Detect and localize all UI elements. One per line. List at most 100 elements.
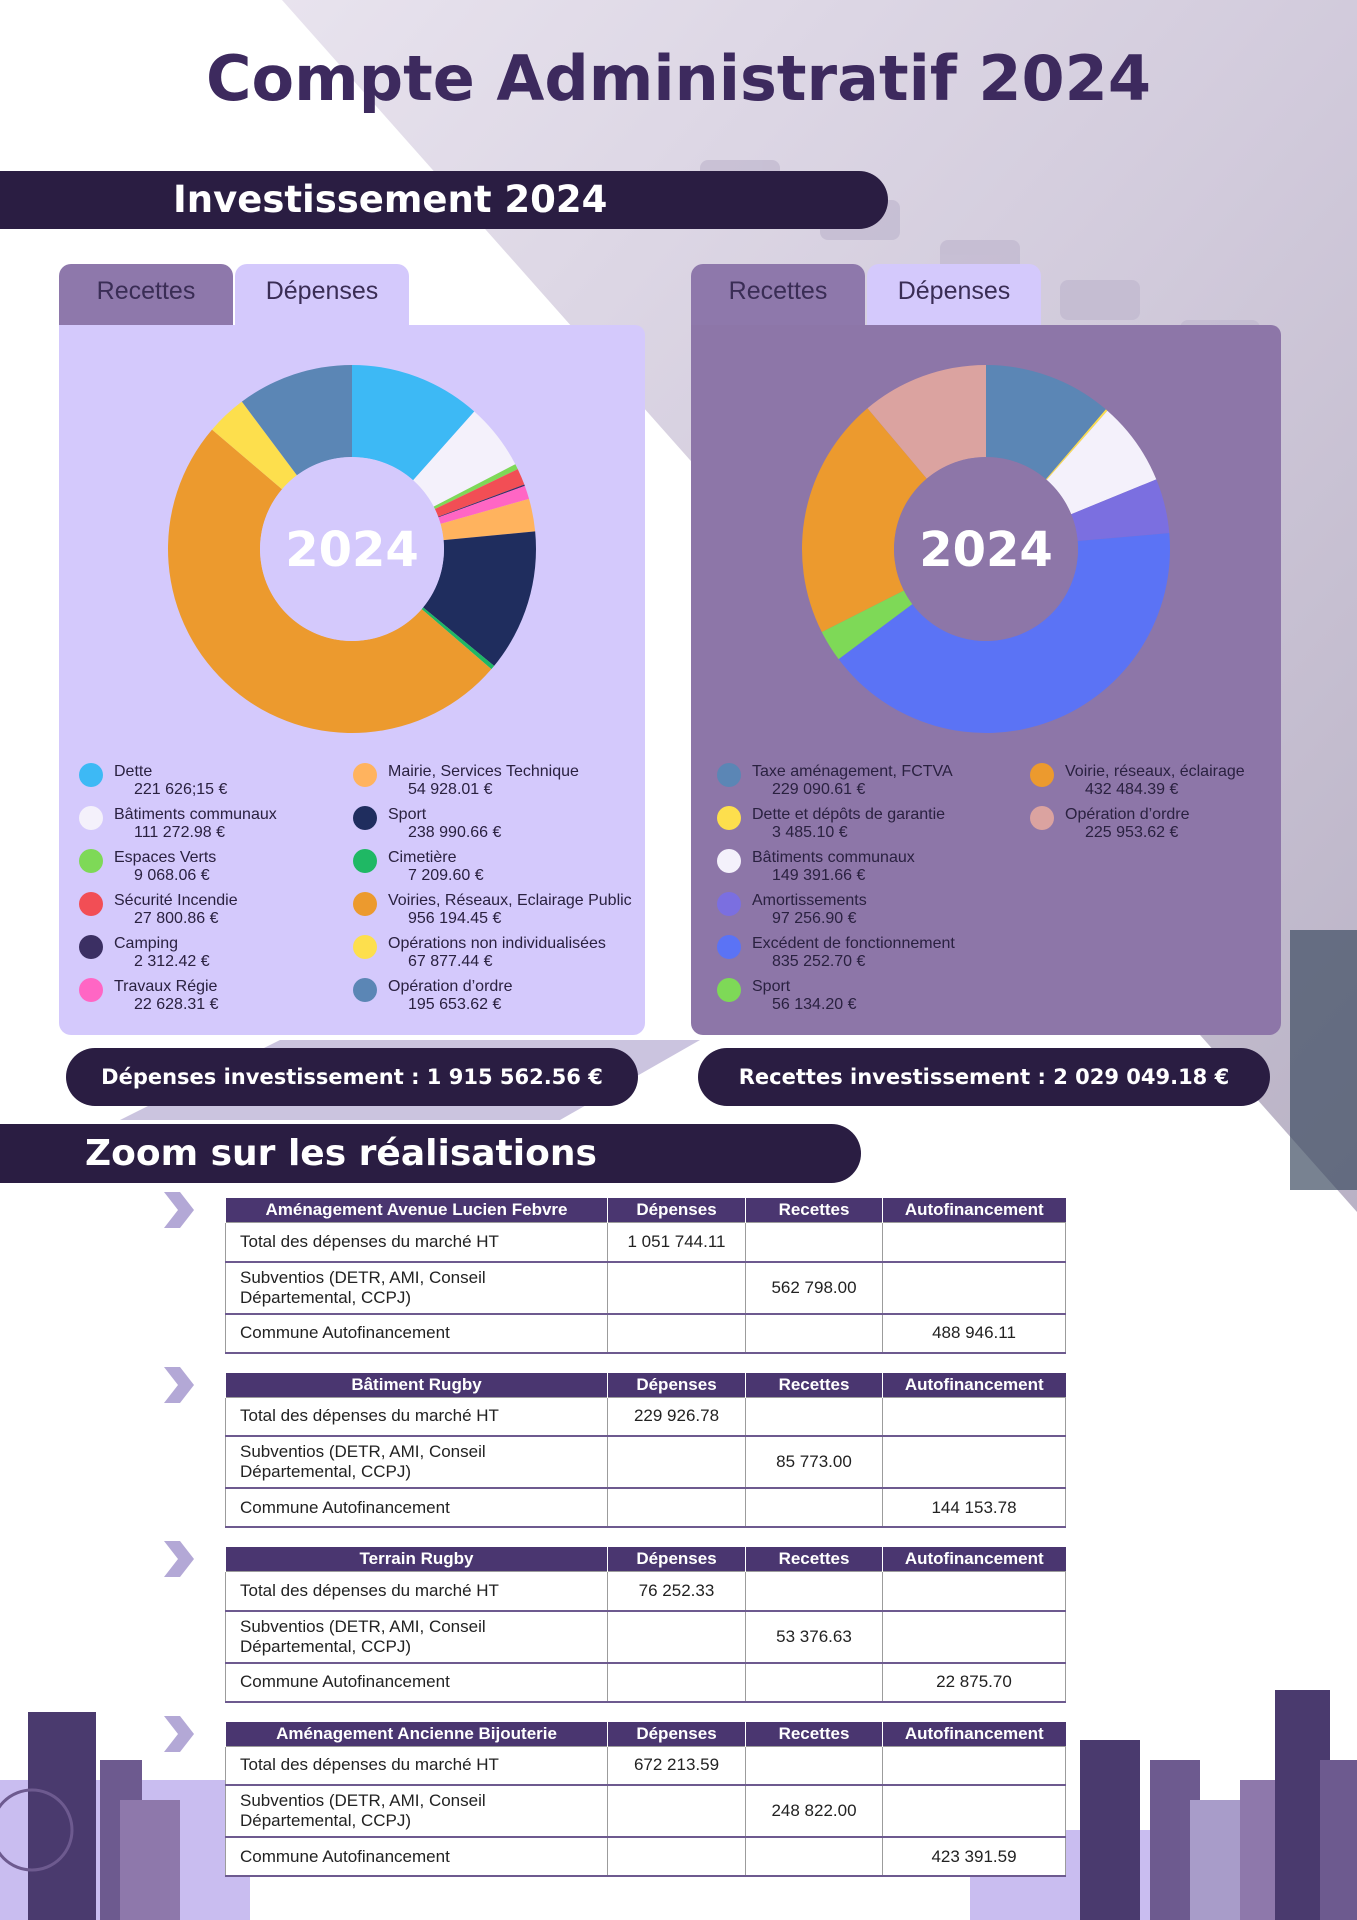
legend-value: 3 485.10 € [772, 824, 848, 841]
legend-dot [353, 978, 377, 1002]
table-cell [607, 1261, 746, 1315]
tab[interactable]: Dépenses [867, 264, 1041, 330]
donut-slice [986, 365, 1106, 480]
donut-slice [438, 484, 525, 518]
table-cell [607, 1487, 746, 1528]
donut-chart: 2024 [802, 365, 1170, 733]
donut-slice [413, 411, 516, 507]
legend-value: 7 209.60 € [408, 867, 484, 884]
legend-value: 229 090.61 € [772, 781, 866, 798]
table-row: Subventios (DETR, AMI, Conseil Départeme… [225, 1610, 1066, 1664]
table-cell: 488 946.11 [882, 1313, 1066, 1354]
skyline-right [970, 1690, 1357, 1920]
legend-value: 2 312.42 € [134, 953, 210, 970]
legend-value: 956 194.45 € [408, 910, 502, 927]
legend-value: 27 800.86 € [134, 910, 219, 927]
table-row: Commune Autofinancement 488 946.11 [225, 1313, 1066, 1354]
legend-dot [717, 935, 741, 959]
table-cell [882, 1435, 1066, 1489]
data-table: Aménagement Avenue Lucien Febvre Dépenses… [225, 1198, 1066, 1354]
table-cell [607, 1662, 746, 1703]
legend-dot [79, 892, 103, 916]
table-cell [745, 1487, 883, 1528]
table-cell [607, 1610, 746, 1664]
legend-label: Sport [388, 806, 427, 823]
table-row: Commune Autofinancement 22 875.70 [225, 1662, 1066, 1703]
data-table: Aménagement Ancienne Bijouterie Dépenses R… [225, 1721, 1066, 1877]
legend-label: Mairie, Services Technique [388, 763, 579, 780]
data-table: Bâtiment Rugby Dépenses Recettes Autofinanc… [225, 1372, 1066, 1528]
table-cell: 1 051 744.11 [607, 1222, 746, 1263]
legend-label: Dette et dépôts de garantie [752, 806, 946, 823]
table-cell: Subventios (DETR, AMI, Conseil Départeme… [225, 1435, 608, 1489]
table-cell [607, 1836, 746, 1877]
legend-dot [353, 763, 377, 787]
legend-dot [353, 806, 377, 830]
legend-label: Travaux Régie [114, 978, 218, 995]
chevron [164, 1715, 194, 1752]
table-row: Total des dépenses du marché HT 1 051 744… [225, 1222, 1066, 1263]
donut-slice [212, 401, 297, 490]
section-title: Zoom sur les réalisations [85, 1133, 597, 1174]
legend-value: 97 256.90 € [772, 910, 857, 927]
table-row: Subventios (DETR, AMI, Conseil Départeme… [225, 1784, 1066, 1838]
photo-keys [700, 160, 1357, 1190]
legend-dot [717, 892, 741, 916]
legend-dot [717, 763, 741, 787]
table-cell [607, 1313, 746, 1354]
tab[interactable]: Dépenses [235, 264, 409, 330]
legend-dot [1030, 763, 1054, 787]
legend-value: 835 252.70 € [772, 953, 866, 970]
legend-value: 238 990.66 € [408, 824, 502, 841]
header-row: Aménagement Avenue Lucien Febvre Dépenses… [225, 1198, 1066, 1223]
header-cell: Autofinancement [882, 1721, 1066, 1746]
page-title: Compte Administratif 2024 [206, 42, 1151, 115]
table-cell: 53 376.63 [745, 1610, 883, 1664]
donut-slice [423, 531, 536, 666]
header-cell: Aménagement Ancienne Bijouterie [225, 1721, 608, 1746]
donut-slice [1046, 410, 1157, 515]
center-label: 2024 [919, 522, 1053, 578]
legend-value: 22 628.31 € [134, 996, 219, 1013]
donut-slice [838, 533, 1170, 733]
chevron [164, 1366, 194, 1403]
donut-slice [438, 485, 530, 524]
table-cell [882, 1784, 1066, 1838]
table-cell: 76 252.33 [607, 1571, 746, 1612]
legend-dot [79, 806, 103, 830]
legend-dot [717, 978, 741, 1002]
section-bar: Investissement 2024 [0, 171, 888, 229]
donut-slice [434, 469, 525, 517]
tab[interactable]: Recettes [691, 264, 865, 330]
legend-dot [717, 849, 741, 873]
table-cell [607, 1435, 746, 1489]
table-cell: Subventios (DETR, AMI, Conseil Départeme… [225, 1784, 608, 1838]
legend-label: Sécurité Incendie [114, 892, 238, 909]
legend-value: 67 877.44 € [408, 953, 493, 970]
legend-label: Opérations non individualisées [388, 935, 606, 952]
donut-slice [241, 365, 352, 476]
legend-value: 56 134.20 € [772, 996, 857, 1013]
table-cell [745, 1745, 883, 1786]
legend-dot [353, 849, 377, 873]
legend-label: Opération d’ordre [1065, 806, 1190, 823]
legend-label: Espaces Verts [114, 849, 217, 866]
legend-value: 149 391.66 € [772, 867, 866, 884]
table-row: Total des dépenses du marché HT 229 926.7… [225, 1396, 1066, 1437]
legend-dot [1030, 806, 1054, 830]
tab[interactable]: Recettes [59, 264, 233, 330]
header-row: Aménagement Ancienne Bijouterie Dépenses R… [225, 1721, 1066, 1746]
legend-dot [79, 978, 103, 1002]
table-row: Subventios (DETR, AMI, Conseil Départeme… [225, 1435, 1066, 1489]
table-cell: 423 391.59 [882, 1836, 1066, 1877]
legend-label: Bâtiments communaux [752, 849, 915, 866]
header-cell: Terrain Rugby [225, 1547, 608, 1572]
legend-label: Bâtiments communaux [114, 806, 277, 823]
table-cell: Subventios (DETR, AMI, Conseil Départeme… [225, 1610, 608, 1664]
chevron [164, 1541, 194, 1577]
legend-label: Voiries, Réseaux, Eclairage Public [388, 892, 632, 909]
donut-slice [440, 498, 536, 541]
header-cell: Aménagement Avenue Lucien Febvre [225, 1198, 608, 1223]
donut-slice [1071, 479, 1170, 542]
chevron-shape [164, 1715, 194, 1752]
